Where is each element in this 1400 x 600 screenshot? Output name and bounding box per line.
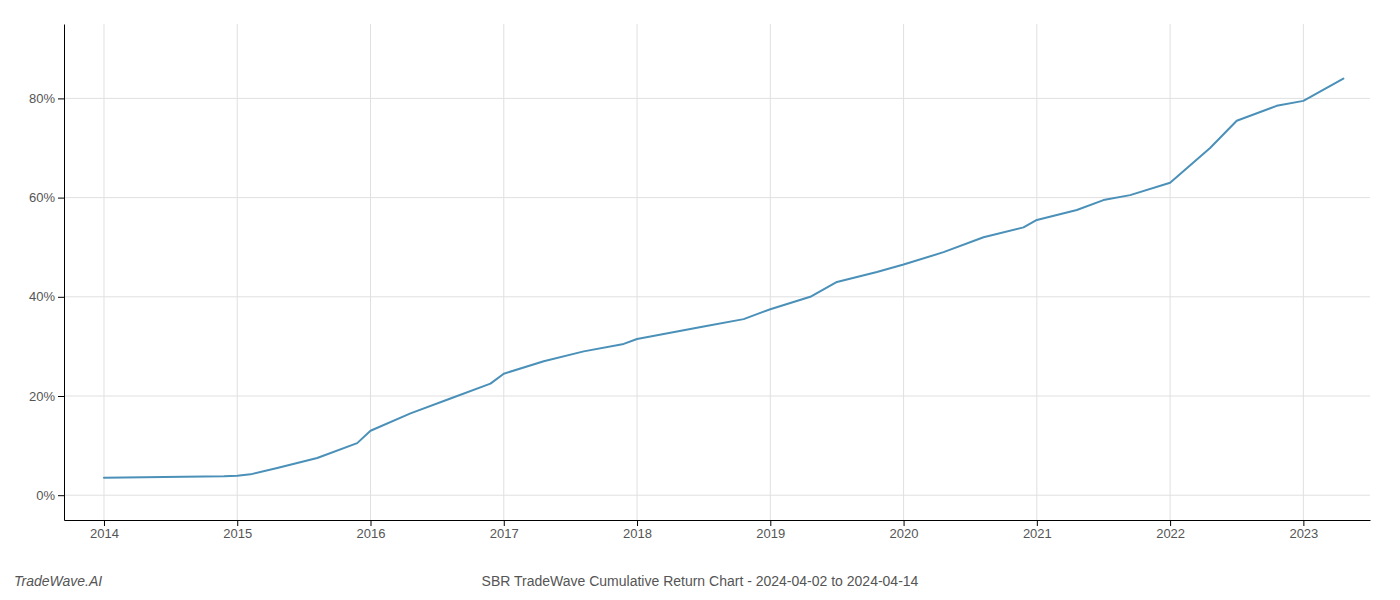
x-tick-mark [1303,520,1304,526]
y-tick-mark [58,198,64,199]
y-tick-mark [58,495,64,496]
x-tick-mark [770,520,771,526]
grid-line-y [64,396,1370,397]
y-tick-label: 80% [29,91,55,106]
y-tick: 40% [29,289,64,304]
x-tick: 2014 [90,520,119,541]
x-tick-mark [1037,520,1038,526]
x-tick: 2019 [756,520,785,541]
x-tick: 2021 [1023,520,1052,541]
x-tick-label: 2017 [490,526,519,541]
y-tick-mark [58,297,64,298]
y-tick: 20% [29,389,64,404]
x-tick: 2015 [223,520,252,541]
plot-area [104,79,1343,478]
x-tick-mark [637,520,638,526]
y-tick-mark [58,396,64,397]
y-tick-mark [58,98,64,99]
x-tick-label: 2021 [1023,526,1052,541]
title: SBR TradeWave Cumulative Return Chart - … [482,573,919,589]
grid-line-y [64,495,1370,496]
grid-line-y [64,296,1370,297]
x-tick-mark [504,520,505,526]
x-tick-label: 2023 [1289,526,1318,541]
y-tick: 80% [29,91,64,106]
x-tick-mark [104,520,105,526]
grid-line-y [64,98,1370,99]
x-tick-mark [237,520,238,526]
x-tick-label: 2016 [357,526,386,541]
y-tick-label: 40% [29,289,55,304]
x-tick-mark [1170,520,1171,526]
grid [64,24,1370,520]
x-tick-label: 2015 [223,526,252,541]
x-tick: 2023 [1289,520,1318,541]
x-tick: 2022 [1156,520,1185,541]
x-tick-label: 2014 [90,526,119,541]
watermark: TradeWave.AI [14,573,102,589]
y-tick-label: 60% [29,190,55,205]
x-axis-line [65,520,1371,521]
y-tick-label: 0% [36,488,55,503]
y-tick-label: 20% [29,389,55,404]
y-tick: 60% [29,190,64,205]
x-tick: 2016 [357,520,386,541]
line [104,79,1343,478]
x-tick-label: 2019 [756,526,785,541]
x-tick-label: 2022 [1156,526,1185,541]
x-tick: 2017 [490,520,519,541]
x-axis: 2014 2015 2016 2017 2018 2019 2020 2021 2022 2023 [65,520,1371,541]
x-tick: 2020 [890,520,919,541]
y-tick: 0% [36,488,64,503]
grid-line-y [64,197,1370,198]
chart: 2014 2015 2016 2017 2018 2019 2020 2021 2022 2023… [0,0,1400,600]
x-tick-mark [371,520,372,526]
x-tick-label: 2020 [890,526,919,541]
y-axis-line [64,25,65,521]
x-tick: 2018 [623,520,652,541]
x-tick-mark [904,520,905,526]
x-tick-label: 2018 [623,526,652,541]
y-axis: 0% 20% 40% 60% 80% [29,25,65,521]
